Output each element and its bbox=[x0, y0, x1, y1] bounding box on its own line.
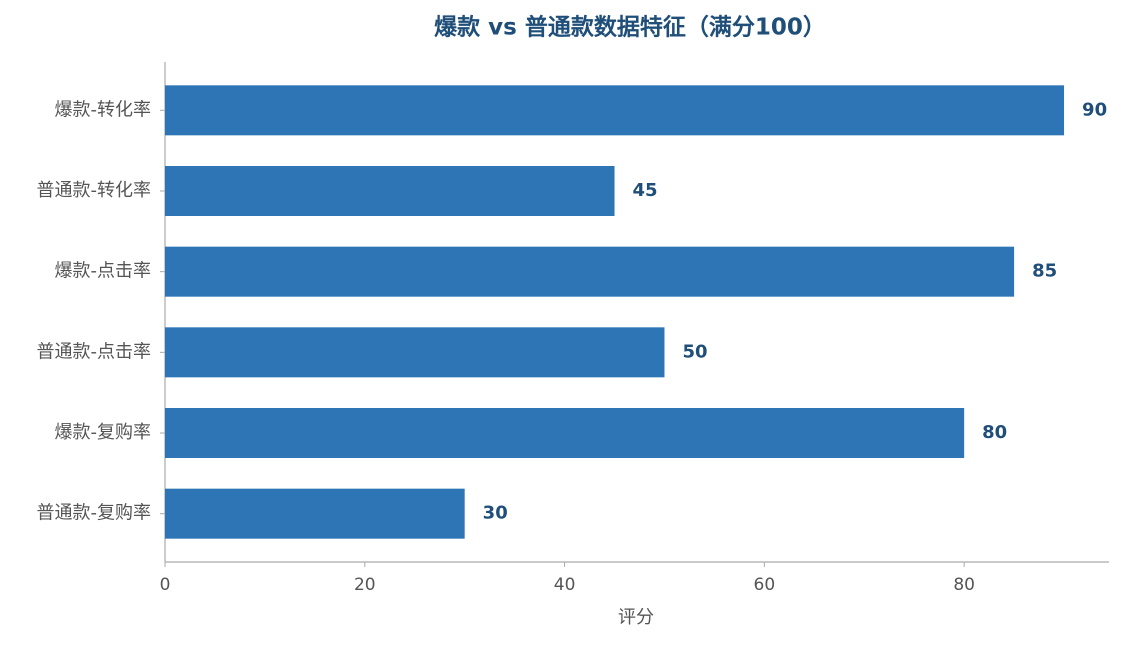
y-tick-label: 爆款-点击率 bbox=[55, 261, 152, 282]
x-tick-label: 0 bbox=[160, 575, 171, 595]
bar bbox=[165, 85, 1065, 136]
bar bbox=[165, 407, 965, 459]
value-label: 90 bbox=[1082, 99, 1107, 120]
x-tick-label: 60 bbox=[754, 575, 776, 595]
x-axis-label: 评分 bbox=[618, 607, 654, 628]
value-label: 45 bbox=[633, 180, 658, 201]
bar bbox=[165, 488, 465, 539]
y-tick-label: 普通款-复购率 bbox=[37, 503, 152, 524]
value-label: 50 bbox=[682, 341, 707, 362]
y-tick-label: 普通款-点击率 bbox=[37, 341, 152, 362]
y-tick-label: 爆款-转化率 bbox=[55, 99, 152, 120]
bar bbox=[165, 246, 1015, 297]
value-label: 85 bbox=[1032, 261, 1057, 282]
y-tick-label: 爆款-复购率 bbox=[55, 422, 152, 443]
bar bbox=[165, 165, 615, 217]
chart-title: 爆款 vs 普通款数据特征（满分100） bbox=[434, 14, 826, 41]
x-tick-label: 40 bbox=[554, 575, 576, 595]
value-label: 30 bbox=[483, 503, 508, 524]
bar bbox=[165, 327, 665, 378]
value-label: 80 bbox=[982, 422, 1007, 443]
y-tick-label: 普通款-转化率 bbox=[37, 180, 152, 201]
x-tick-label: 80 bbox=[953, 575, 975, 595]
x-tick-label: 20 bbox=[354, 575, 376, 595]
